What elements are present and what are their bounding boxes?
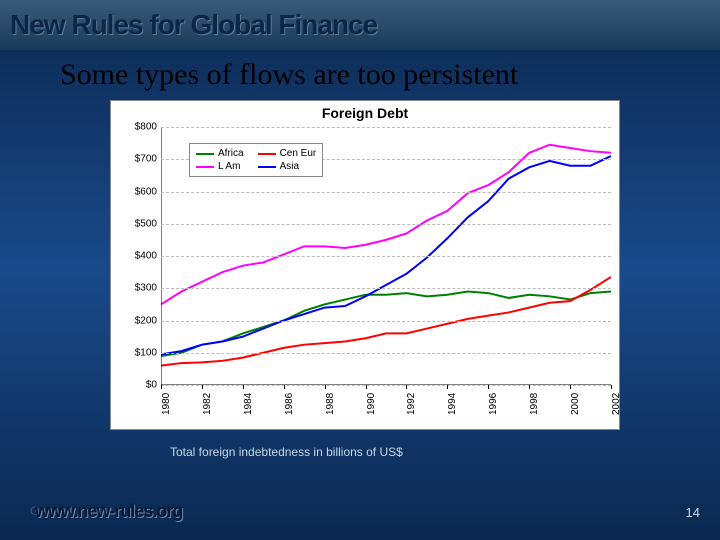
x-tick — [529, 385, 530, 389]
y-axis-label: $700 — [117, 154, 157, 165]
chart-title: Foreign Debt — [111, 101, 619, 125]
x-tick — [161, 385, 162, 389]
y-axis-label: $300 — [117, 283, 157, 294]
gridline — [161, 192, 611, 193]
y-axis-label: $800 — [117, 122, 157, 133]
slide: New Rules for Global Finance Some types … — [0, 0, 720, 540]
x-axis-label: 1998 — [529, 393, 540, 415]
y-axis-label: $600 — [117, 186, 157, 197]
y-axis-label: $400 — [117, 251, 157, 262]
y-axis-label: $200 — [117, 315, 157, 326]
y-axis-label: $500 — [117, 218, 157, 229]
x-axis-label: 2000 — [570, 393, 581, 415]
legend-label: L Am — [218, 161, 240, 172]
gridline — [161, 224, 611, 225]
legend-label: Cen Eur — [280, 148, 317, 159]
x-axis-label: 1994 — [447, 393, 458, 415]
legend-swatch — [196, 153, 214, 155]
x-axis-label: 1982 — [202, 393, 213, 415]
gridline — [161, 353, 611, 354]
legend-label: Asia — [280, 161, 299, 172]
x-tick — [325, 385, 326, 389]
x-axis-label: 1990 — [366, 393, 377, 415]
x-tick — [284, 385, 285, 389]
legend-item-asia: Asia — [258, 161, 317, 172]
legend-swatch — [258, 166, 276, 168]
legend-item-africa: Africa — [196, 148, 244, 159]
x-axis-labels: 1980 1982 1984 1986 1988 1990 1992 1994 1996 1998… — [161, 391, 611, 431]
chart-caption: Total foreign indebtedness in billions o… — [170, 445, 403, 459]
legend-item-l-am: L Am — [196, 161, 244, 172]
gridline — [161, 385, 611, 386]
series-africa — [161, 291, 611, 356]
gridline — [161, 256, 611, 257]
legend-item-cen-eur: Cen Eur — [258, 148, 317, 159]
legend-label: Africa — [218, 148, 244, 159]
x-axis-label: 1984 — [243, 393, 254, 415]
header-title: New Rules for Global Finance — [10, 9, 377, 41]
legend-swatch — [258, 153, 276, 155]
slide-title: Some types of flows are too persistent — [60, 58, 518, 92]
gridline — [161, 321, 611, 322]
y-axis-label: $100 — [117, 347, 157, 358]
footer-url: www.new-rules.org — [35, 501, 182, 522]
x-tick — [570, 385, 571, 389]
x-axis-label: 1992 — [406, 393, 417, 415]
x-tick — [406, 385, 407, 389]
x-tick — [366, 385, 367, 389]
page-number: 14 — [686, 505, 700, 520]
x-tick — [202, 385, 203, 389]
y-axis-label: $0 — [117, 380, 157, 391]
gridline — [161, 288, 611, 289]
chart-container: Foreign Debt $0 $100 $200 $300 $400 $500 $600 $… — [110, 100, 620, 430]
x-axis-label: 1996 — [488, 393, 499, 415]
x-axis-label: 1986 — [284, 393, 295, 415]
x-tick — [243, 385, 244, 389]
x-axis-label: 1980 — [161, 393, 172, 415]
gridline — [161, 127, 611, 128]
chart-legend: Africa Cen Eur L Am Asia — [189, 143, 323, 177]
legend-swatch — [196, 166, 214, 168]
x-tick — [611, 385, 612, 389]
x-axis-label: 2002 — [611, 393, 622, 415]
x-axis-label: 1988 — [325, 393, 336, 415]
header-bar: New Rules for Global Finance — [0, 0, 720, 50]
x-tick — [488, 385, 489, 389]
x-tick — [447, 385, 448, 389]
